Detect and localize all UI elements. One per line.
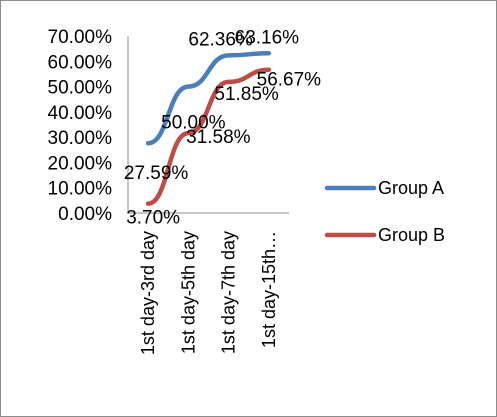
y-tick-label: 20.00% — [48, 153, 113, 174]
series-line-group-a — [145, 51, 272, 146]
y-tick-label: 50.00% — [48, 78, 113, 99]
series-lines — [145, 51, 272, 206]
x-category-label: 1st day-3rd day — [138, 231, 158, 355]
data-label: 51.85% — [214, 84, 279, 105]
x-category-label: 1st day-15th… — [259, 231, 279, 348]
y-tick-label: 60.00% — [48, 52, 113, 73]
axes — [127, 36, 289, 214]
y-tick-label: 10.00% — [48, 179, 113, 200]
data-label: 31.58% — [186, 127, 251, 148]
data-label: 56.67% — [257, 70, 322, 91]
x-category-label: 1st day-7th day — [219, 231, 239, 354]
data-label: 63.16% — [235, 27, 300, 48]
y-tick-label: 70.00% — [48, 27, 113, 48]
data-label: 27.59% — [124, 163, 189, 184]
x-axis-category-labels: 1st day-3rd day 1st day-5th day 1st day-7t… — [138, 231, 279, 355]
y-tick-label: 30.00% — [48, 128, 113, 149]
legend-label: Group A — [378, 178, 444, 198]
series-line-group-b — [145, 67, 272, 206]
y-tick-label: 0.00% — [58, 204, 112, 225]
data-label: 50.00% — [161, 113, 226, 134]
y-axis-tick-labels: 0.00% 10.00% 20.00% 30.00% 40.00% 50.00% 60.00… — [48, 27, 113, 225]
legend: Group A Group B — [324, 178, 445, 245]
legend-label: Group B — [378, 225, 445, 245]
data-label: 3.70% — [126, 208, 180, 229]
data-labels: 27.59% 50.00% 62.36%63.16% 3.70% 31.58% 51.85… — [124, 27, 321, 228]
x-category-label: 1st day-5th day — [178, 231, 198, 354]
data-label: 62.36% — [188, 29, 253, 50]
y-tick-label: 40.00% — [48, 103, 113, 124]
